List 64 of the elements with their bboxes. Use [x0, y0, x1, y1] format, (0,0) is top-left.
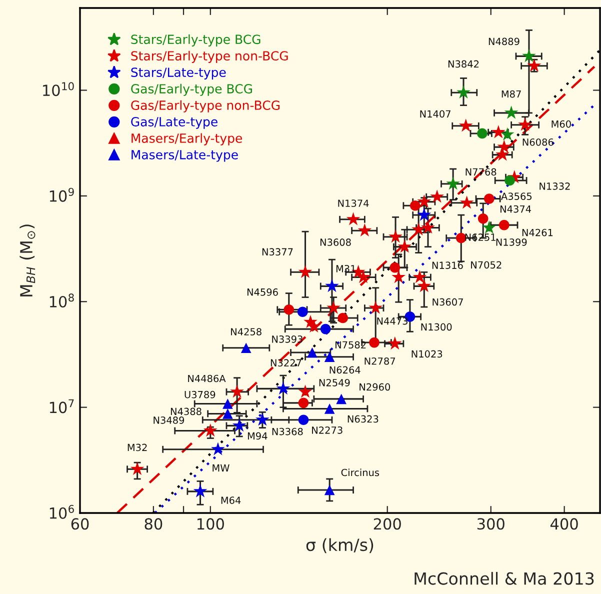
annotation: N4261 [522, 228, 553, 236]
y-tick-label: 10$^{6}$ [50, 504, 74, 519]
legend-label: Gas/Early-type BCG [131, 84, 252, 96]
y-tick-label: 10$^{9}$ [50, 188, 74, 202]
y-tick-label: 10$^{10}$ [43, 82, 74, 96]
annotation: N3489 [154, 416, 184, 424]
annotation: U3789 [184, 390, 216, 398]
legend-label: Masers/Late-type [132, 150, 238, 162]
annotation: N1399 [496, 238, 527, 246]
annotation: N4486A [188, 374, 226, 382]
annotation: N6323 [348, 415, 378, 423]
annotation: M32 [128, 444, 147, 452]
x-axis-title: σ (km/s) [306, 538, 374, 554]
annotation: N3607 [432, 298, 463, 306]
legend-label: Gas/Early-type non-BCG [131, 100, 280, 112]
annotation: N4374 [500, 205, 532, 213]
text: McConnell & Ma 2013 [414, 572, 594, 585]
legend-label: Stars/Late-type [131, 68, 226, 80]
annotation: N4596 [247, 288, 278, 296]
annotation: N1023 [412, 350, 442, 358]
annotation: MW [212, 464, 230, 472]
y-tick-label: 10$^{8}$ [50, 294, 74, 308]
annotation: N4889 [488, 38, 520, 46]
legend-label: Gas/Late-type [131, 116, 218, 129]
annotation: N2549 [319, 379, 350, 386]
annotation: N1407 [420, 110, 450, 118]
annotation: N1300 [421, 323, 452, 331]
annotation: N6086 [522, 138, 554, 146]
x-tick-label: 100 [198, 518, 224, 530]
annotation: M60 [552, 120, 571, 128]
x-tick-label: 300 [477, 518, 504, 530]
annotation: N1316 [432, 262, 463, 269]
legend-label: Stars/Early-type BCG [131, 34, 260, 46]
annotation: A3565 [501, 192, 532, 200]
annotation: N7052 [471, 261, 502, 269]
x-tick-label: 400 [550, 518, 578, 530]
annotation: N3842 [448, 60, 479, 68]
annotation: M94 [248, 432, 268, 440]
annotation: M31 [336, 264, 356, 272]
annotation: N3608 [320, 238, 351, 246]
annotation: N3227 [270, 359, 302, 367]
annotation: N4388 [170, 408, 202, 416]
annotation: N1332 [540, 182, 570, 190]
annotation: N2273 [312, 426, 342, 434]
annotation: N2960 [360, 383, 390, 391]
annotation: N4473 [377, 317, 408, 325]
annotation: N3377 [262, 248, 293, 256]
annotation: N1374 [338, 200, 369, 207]
annotation: Circinus [341, 468, 380, 476]
annotation: N3368 [272, 428, 303, 436]
annotation: N3393 [272, 335, 302, 343]
annotation: M87 [502, 90, 521, 98]
legend-label: Masers/Early-type [132, 133, 242, 146]
legend-label: Stars/Early-type non-BCG [131, 50, 288, 63]
x-tick-label: 200 [374, 518, 401, 530]
x-tick-label: 80 [144, 518, 162, 530]
annotation: N7582 [336, 341, 366, 349]
y-tick-label: 10$^{7}$ [50, 399, 74, 414]
annotation: N2787 [364, 357, 395, 365]
x-tick-label: 60 [71, 518, 89, 530]
annotation: M64 [221, 496, 241, 504]
annotation: N6264 [330, 366, 360, 374]
annotation: N4258 [231, 328, 262, 336]
y-axis-title: M$_{BH}$ (M$_{⊙}$) [20, 224, 36, 296]
